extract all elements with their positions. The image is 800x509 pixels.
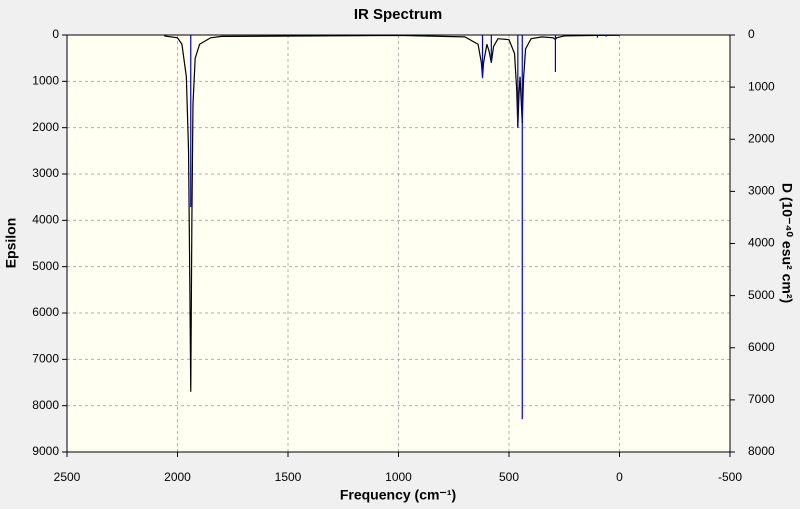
- y-tick-label: 6000: [32, 305, 59, 319]
- y-axis-label: Epsilon: [3, 218, 19, 269]
- x-tick-label: 0: [616, 470, 623, 484]
- y2-axis-label: D (10⁻⁴⁰ esu² cm²): [779, 183, 795, 303]
- y2-tick-label: 3000: [748, 184, 775, 198]
- y2-tick-label: 2000: [748, 131, 775, 145]
- y-tick-label: 8000: [32, 398, 59, 412]
- x-tick-label: 1500: [275, 470, 302, 484]
- y2-tick-label: 1000: [748, 79, 775, 93]
- y-tick-label: 4000: [32, 213, 59, 227]
- y2-tick-label: 6000: [748, 340, 775, 354]
- spectrum-line: [164, 34, 620, 392]
- y-tick-label: 5000: [32, 259, 59, 273]
- x-tick-label: 2000: [164, 470, 191, 484]
- plot-area: [67, 35, 730, 452]
- x-tick-label: -500: [718, 470, 742, 484]
- y-tick-label: 3000: [32, 166, 59, 180]
- y2-tick-label: 5000: [748, 288, 775, 302]
- y2-tick-label: 4000: [748, 236, 775, 250]
- y2-tick-label: 8000: [748, 444, 775, 458]
- y2-tick-label: 7000: [748, 392, 775, 406]
- x-axis-label: Frequency (cm⁻¹): [340, 487, 456, 503]
- x-tick-label: 2500: [54, 470, 81, 484]
- y2-tick-label: 0: [748, 27, 755, 41]
- y-tick-label: 1000: [32, 74, 59, 88]
- y-tick-label: 0: [52, 27, 59, 41]
- y-tick-label: 2000: [32, 120, 59, 134]
- x-tick-label: 1000: [385, 470, 412, 484]
- y-tick-label: 7000: [32, 352, 59, 366]
- y-tick-label: 9000: [32, 444, 59, 458]
- x-tick-label: 500: [499, 470, 519, 484]
- chart-title: IR Spectrum: [354, 6, 442, 23]
